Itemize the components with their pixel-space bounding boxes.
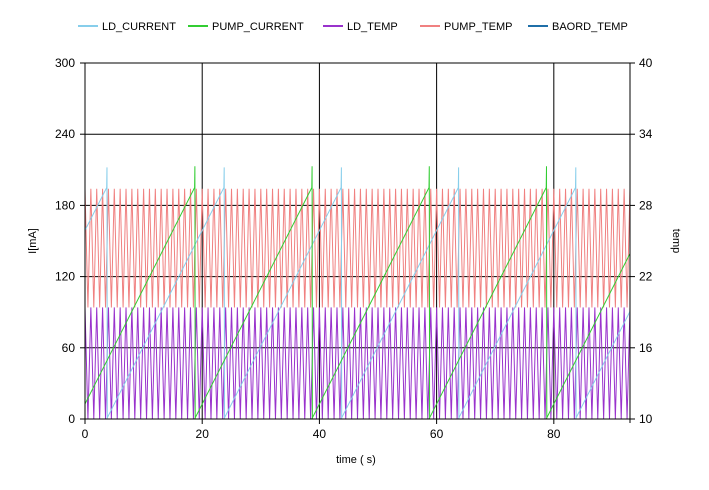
y-right-tick-label: 16 xyxy=(639,341,653,355)
x-axis-label: time ( s) xyxy=(336,454,376,466)
y-left-tick-label: 240 xyxy=(55,127,75,141)
legend-label: BAORD_TEMP xyxy=(552,21,628,33)
y-left-tick-label: 0 xyxy=(68,412,75,426)
y-left-tick-label: 120 xyxy=(55,270,75,284)
y-axis-right-label: temp xyxy=(670,229,682,253)
y-left-tick-label: 60 xyxy=(62,341,76,355)
legend-item-ld-temp: LD_TEMP xyxy=(323,21,398,33)
x-tick-label: 60 xyxy=(430,427,444,441)
legend-label: PUMP_CURRENT xyxy=(212,21,304,33)
series-line-pump-temp xyxy=(84,188,631,308)
legend-label: LD_TEMP xyxy=(347,21,398,33)
y-right-tick-label: 34 xyxy=(639,127,653,141)
y-left-tick-label: 300 xyxy=(55,56,75,70)
x-tick-label: 0 xyxy=(82,427,89,441)
legend-item-ld-current: LD_CURRENT xyxy=(78,21,176,33)
y-right-tick-label: 22 xyxy=(639,270,653,284)
y-right-tick-label: 40 xyxy=(639,56,653,70)
series-area xyxy=(84,166,631,420)
y-left-tick-label: 180 xyxy=(55,198,75,212)
legend-item-pump-temp: PUMP_TEMP xyxy=(420,21,512,33)
series-line-ld-temp xyxy=(84,307,631,420)
x-tick-label: 40 xyxy=(313,427,327,441)
legend-label: PUMP_TEMP xyxy=(444,21,512,33)
y-axis-left-label: I[mA] xyxy=(27,228,39,254)
legend-item-pump-current: PUMP_CURRENT xyxy=(188,21,304,33)
x-tick-label: 20 xyxy=(196,427,210,441)
axes: 0 20 40 60 80 0 60 120 180 240 300 10 16 22 28 34 40 xyxy=(55,56,653,441)
legend-item-baord-temp: BAORD_TEMP xyxy=(528,21,628,33)
series-line-pump-current xyxy=(84,166,631,420)
x-tick-label: 80 xyxy=(547,427,561,441)
y-right-tick-label: 28 xyxy=(639,198,653,212)
legend: LD_CURRENT PUMP_CURRENT LD_TEMP PUMP_TEMP BA… xyxy=(78,21,628,33)
legend-label: LD_CURRENT xyxy=(102,21,176,33)
y-right-tick-label: 10 xyxy=(639,412,653,426)
